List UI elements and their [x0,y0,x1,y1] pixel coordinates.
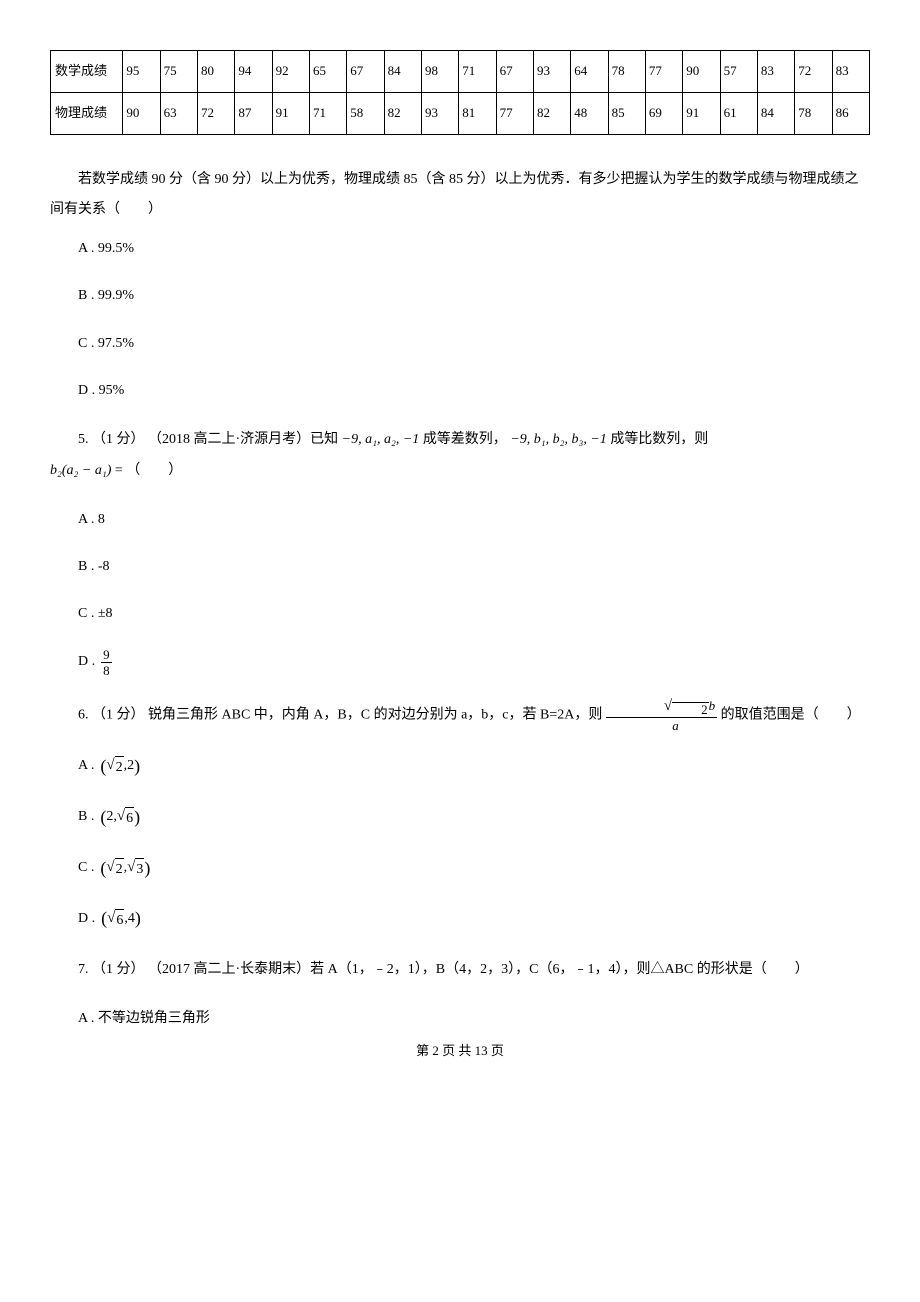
score-cell: 69 [645,92,682,134]
score-cell: 91 [272,92,309,134]
score-cell: 86 [832,92,869,134]
q6-d-interval: (√6, 4) [101,904,141,933]
score-cell: 93 [421,92,458,134]
score-cell: 85 [608,92,645,134]
q5-option-b: B . -8 [50,554,870,579]
q6-c-interval: (√2, √3) [100,854,150,883]
score-table: 数学成绩957580949265678498716793647877905783… [50,50,870,135]
score-cell: 72 [795,51,832,93]
q5-suffix: = （ ） [111,463,182,478]
row-label: 数学成绩 [51,51,123,93]
q6-stem: 6. （1 分） 锐角三角形 ABC 中，内角 A，B，C 的对边分别为 a，b… [50,699,870,732]
q6-frac-den: a [606,718,717,732]
q5-d-label: D . [78,651,95,673]
q6-option-d: D . (√6, 4) [50,904,870,933]
question-7: 7. （1 分） （2017 高二上·长泰期末）若 A（1，﹣2，1），B（4，… [50,955,870,1031]
score-cell: 71 [459,51,496,93]
score-cell: 90 [683,51,720,93]
q5-d-num: 9 [101,648,112,663]
q5-option-d: D . 9 8 [50,648,870,677]
score-cell: 61 [720,92,757,134]
score-cell: 82 [384,92,421,134]
question-6: 6. （1 分） 锐角三角形 ABC 中，内角 A，B，C 的对边分别为 a，b… [50,699,870,933]
q4-option-b: B . 99.9% [50,283,870,308]
q4-option-d: D . 95% [50,378,870,403]
q6-text1: 6. （1 分） 锐角三角形 ABC 中，内角 A，B，C 的对边分别为 a，b… [78,708,606,723]
score-cell: 77 [496,92,533,134]
q6-option-c: C . (√2, √3) [50,854,870,883]
q5-option-a: A . 8 [50,507,870,532]
score-cell: 65 [309,51,346,93]
q7-option-a: A . 不等边锐角三角形 [50,1006,870,1031]
score-cell: 92 [272,51,309,93]
score-cell: 84 [384,51,421,93]
score-cell: 64 [571,51,608,93]
score-cell: 93 [533,51,570,93]
score-cell: 95 [123,51,160,93]
score-cell: 67 [496,51,533,93]
q7-stem: 7. （1 分） （2017 高二上·长泰期末）若 A（1，﹣2，1），B（4，… [50,955,870,986]
score-cell: 78 [795,92,832,134]
q6-a-interval: (√2, 2) [100,752,140,781]
q6-option-b: B . (2, √6) [50,803,870,832]
score-cell: 57 [720,51,757,93]
score-cell: 83 [832,51,869,93]
q6-d-label: D . [78,908,95,930]
score-cell: 91 [683,92,720,134]
q5-d-den: 8 [101,663,112,677]
q6-a-label: A . [78,755,94,777]
table-row: 物理成绩906372879171588293817782488569916184… [51,92,870,134]
score-cell: 87 [235,92,272,134]
q6-b-label: B . [78,806,94,828]
q4-option-c: C . 97.5% [50,331,870,356]
score-cell: 77 [645,51,682,93]
q5-mid1: 成等差数列， [419,432,510,447]
q5-expr3: b₂(a₂ − a₁) [50,463,111,478]
q5-expr1: −9, a₁, a₂, −1 [342,432,420,447]
q5-d-fraction: 9 8 [101,648,112,677]
score-cell: 81 [459,92,496,134]
q6-c-label: C . [78,857,94,879]
score-cell: 80 [197,51,234,93]
q6-b-interval: (2, √6) [100,803,140,832]
q6-frac-num: √2b [606,699,717,718]
q5-option-c: C . ±8 [50,601,870,626]
score-cell: 82 [533,92,570,134]
score-cell: 98 [421,51,458,93]
score-cell: 78 [608,51,645,93]
q5-expr2: −9, b₁, b₂, b₃, −1 [510,432,607,447]
q4-option-a: A . 99.5% [50,236,870,261]
score-cell: 58 [347,92,384,134]
question-4: 若数学成绩 90 分（含 90 分）以上为优秀，物理成绩 85（含 85 分）以… [50,165,870,403]
table-row: 数学成绩957580949265678498716793647877905783… [51,51,870,93]
score-cell: 90 [123,92,160,134]
score-cell: 94 [235,51,272,93]
score-cell: 83 [757,51,794,93]
q6-fraction: √2ba [606,699,717,732]
page-footer: 第 2 页 共 13 页 [50,1041,870,1062]
score-cell: 71 [309,92,346,134]
q5-prefix: 5. （1 分） （2018 高二上·济源月考）已知 [78,432,342,447]
q4-stem: 若数学成绩 90 分（含 90 分）以上为优秀，物理成绩 85（含 85 分）以… [50,165,870,227]
q6-text2: 的取值范围是（ ） [717,708,861,723]
q6-option-a: A . (√2, 2) [50,752,870,781]
q5-stem: 5. （1 分） （2018 高二上·济源月考）已知 −9, a₁, a₂, −… [50,425,870,456]
row-label: 物理成绩 [51,92,123,134]
score-cell: 63 [160,92,197,134]
q5-mid2: 成等比数列，则 [607,432,709,447]
score-cell: 72 [197,92,234,134]
score-cell: 67 [347,51,384,93]
score-cell: 75 [160,51,197,93]
q5-stem-line2: b₂(a₂ − a₁) = （ ） [50,456,870,487]
question-5: 5. （1 分） （2018 高二上·济源月考）已知 −9, a₁, a₂, −… [50,425,870,677]
score-cell: 48 [571,92,608,134]
score-cell: 84 [757,92,794,134]
